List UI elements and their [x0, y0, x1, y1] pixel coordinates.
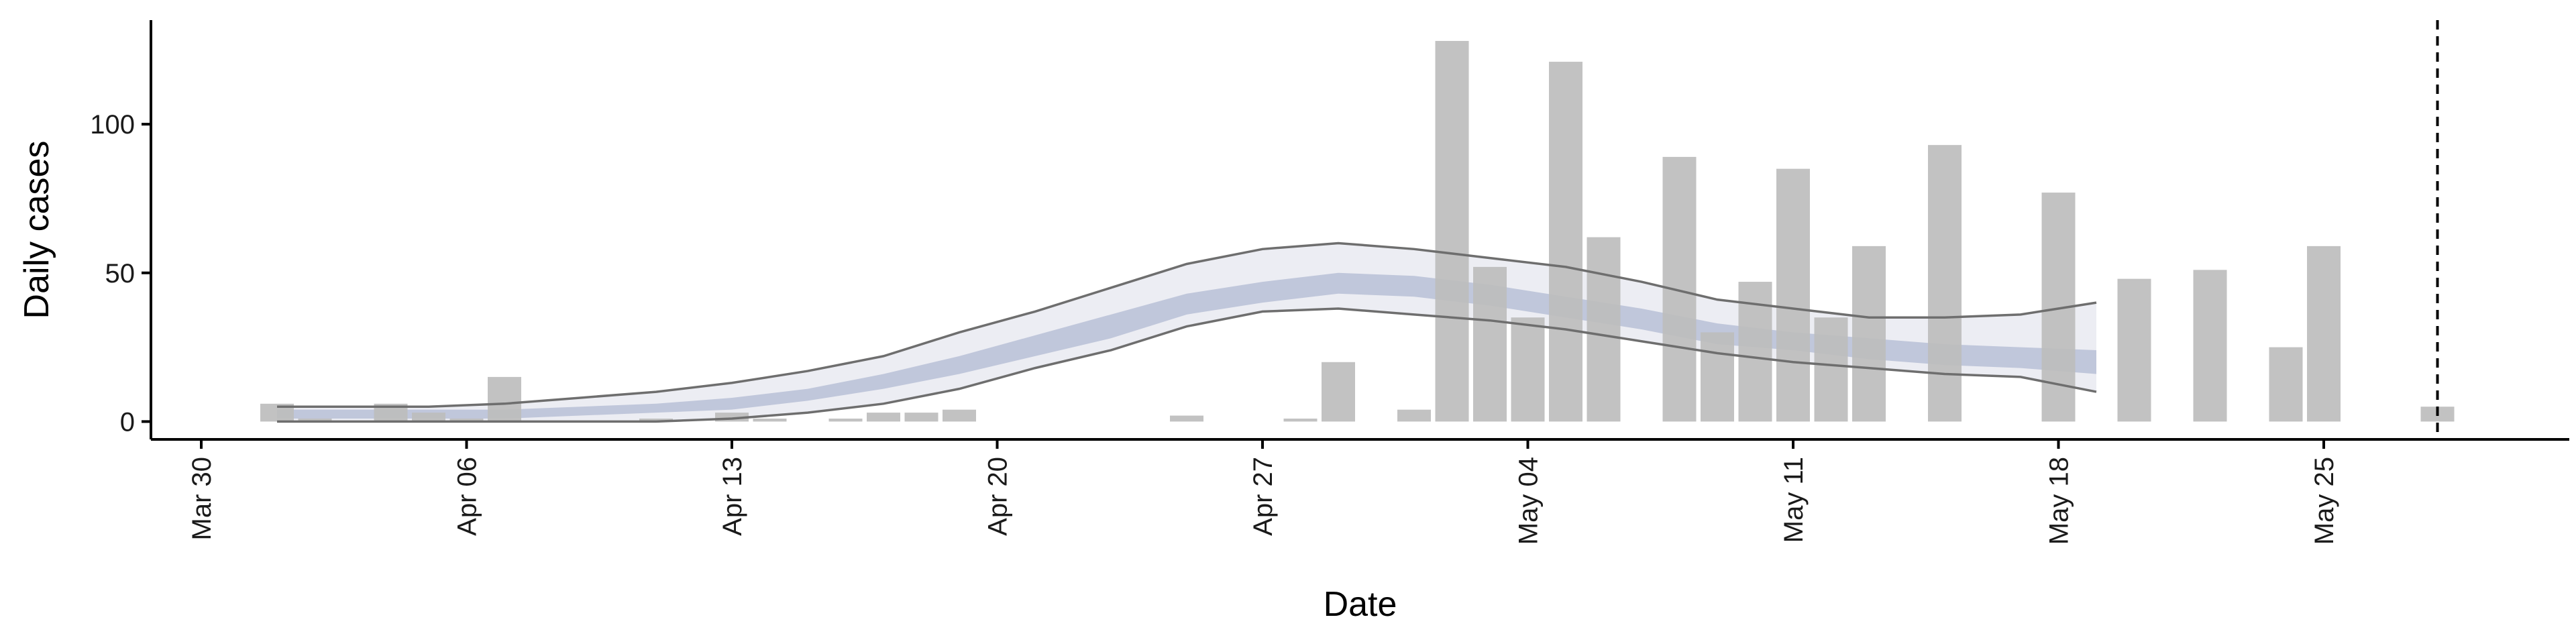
x-axis-ticks: Mar 30 Apr 06 Apr 13 Apr 20 Apr 27 May 04 May … [187, 439, 2339, 545]
bar-2020-05-20 [2117, 278, 2151, 422]
bar-2020-04-07 [488, 376, 521, 422]
outer-upper-line [277, 241, 2097, 408]
bar-2020-05-09 [1701, 332, 1734, 422]
bar-2020-05-06 [1587, 237, 1621, 422]
x-tick-label: May 11 [1779, 457, 1809, 543]
bar-2020-05-05 [1549, 62, 1582, 422]
outer-interval-area [277, 243, 2096, 422]
x-axis-title: Date [1324, 585, 1397, 624]
bar-2020-05-01 [1397, 409, 1431, 422]
bar-2020-05-08 [1662, 156, 1697, 422]
bar-2020-04-14 [753, 418, 787, 422]
outer-lower-line [277, 307, 2097, 423]
bar-2020-05-25 [2307, 246, 2341, 422]
bar-2020-05-22 [2193, 270, 2227, 422]
y-axis-ticks: 0 50 100 [90, 110, 151, 437]
bar-2020-04-25 [1170, 415, 1203, 422]
bar-2020-05-24 [2269, 347, 2303, 422]
bar-2020-04-28 [1283, 418, 1318, 422]
x-tick-label: May 18 [2045, 457, 2074, 545]
x-tick-label: Mar 30 [187, 457, 217, 541]
x-tick-label: Apr 27 [1248, 457, 1278, 536]
y-tick-label: 50 [105, 259, 136, 288]
estimate-band-lines [277, 241, 2097, 423]
axes [150, 20, 2569, 441]
bar-2020-04-05 [412, 413, 445, 422]
bar-2020-05-02 [1435, 41, 1469, 422]
bar-2020-04-16 [828, 418, 863, 422]
bar-2020-05-13 [1852, 246, 1886, 422]
bar-2020-04-06 [449, 418, 484, 422]
estimate-inner-band [277, 272, 2096, 419]
x-tick-label: Apr 20 [983, 457, 1013, 536]
y-tick-label: 100 [90, 110, 135, 140]
y-tick-label: 0 [120, 407, 135, 437]
bar-2020-05-04 [1511, 317, 1545, 422]
x-tick-label: May 25 [2310, 457, 2339, 545]
bar-2020-04-02 [298, 418, 332, 422]
bar-2020-05-11 [1776, 168, 1810, 422]
bar-2020-04-18 [904, 413, 938, 422]
bar-2020-05-15 [1928, 145, 1962, 422]
bar-2020-04-11 [639, 418, 673, 422]
bar-2020-04-29 [1322, 362, 1355, 422]
x-tick-label: May 04 [1514, 457, 1544, 545]
bar-2020-05-12 [1814, 317, 1848, 422]
y-axis-title: Daily cases [17, 141, 56, 319]
x-tick-label: Apr 13 [718, 457, 747, 536]
bar-2020-04-17 [867, 413, 900, 422]
bar-2020-05-03 [1473, 266, 1507, 422]
daily-cases-bars [260, 41, 2455, 422]
inner-interval-area [277, 272, 2096, 419]
x-tick-label: Apr 06 [453, 457, 482, 536]
bar-2020-04-19 [943, 409, 976, 422]
estimate-outer-band [277, 243, 2096, 422]
